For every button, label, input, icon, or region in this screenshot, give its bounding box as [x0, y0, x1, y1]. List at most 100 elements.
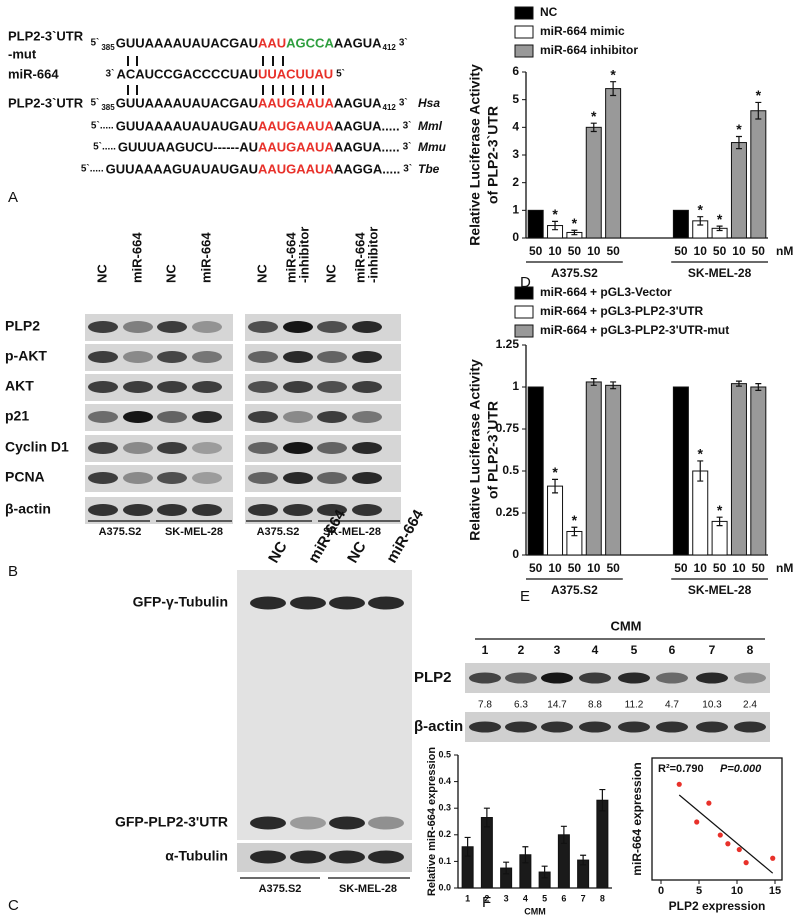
- blot-band: [329, 816, 365, 830]
- panel-label: E: [520, 588, 530, 605]
- column-label: NC: [323, 264, 338, 283]
- quantification: 11.2: [625, 700, 644, 711]
- blot-band: [283, 411, 313, 423]
- column-label: -inhibitor: [365, 227, 380, 283]
- blot-band: [541, 672, 573, 684]
- position: 385: [101, 103, 115, 112]
- blot-title: CMM: [610, 618, 641, 633]
- lane-label: 2: [518, 643, 525, 657]
- strand-end: 3`: [399, 98, 408, 109]
- blot-band: [317, 381, 347, 393]
- blot-band: [290, 596, 326, 610]
- blot-band: [88, 504, 118, 516]
- x-tick-label: 10: [732, 244, 746, 258]
- blot-band: [352, 504, 382, 516]
- bar: [596, 799, 609, 889]
- significance: *: [698, 201, 704, 217]
- bar: [480, 817, 493, 889]
- y-axis-label: Relative Luciferase Activity: [467, 64, 483, 246]
- group-label: SK-MEL-28: [165, 526, 223, 538]
- group-label: A375.S2: [99, 526, 142, 538]
- strand-end: 3`: [403, 164, 412, 175]
- legend-swatch: [514, 305, 534, 319]
- column-label: -inhibitor: [296, 227, 311, 283]
- error-bar: [560, 825, 567, 844]
- error-bar: [590, 122, 597, 133]
- plot-frame: [651, 757, 783, 881]
- blot-band: [618, 721, 650, 733]
- x-tick-label: 10: [694, 561, 708, 575]
- group-label: SK-MEL-28: [688, 266, 752, 280]
- significance: *: [572, 215, 578, 231]
- significance: *: [698, 446, 704, 462]
- y-tick-label: 0.4: [438, 776, 451, 786]
- x-tick-label: 2: [484, 893, 489, 903]
- x-tick-label: 50: [606, 561, 620, 575]
- sequence: GUUAAAAGUAUAUGAU: [106, 161, 258, 176]
- error-bar: [552, 478, 559, 494]
- blot-band: [248, 472, 278, 484]
- y-tick-label: 0.2: [438, 829, 451, 839]
- column-label: NC: [265, 539, 291, 566]
- blot-band: [123, 381, 153, 393]
- x-tick-label: 50: [606, 244, 620, 258]
- blot-background: [237, 570, 412, 840]
- sequence-label: PLP2-3`UTR: [8, 95, 84, 110]
- blot-band: [352, 472, 382, 484]
- bar: [672, 209, 689, 239]
- sequence: ACAUCCGACCCCUAU: [116, 66, 258, 81]
- y-tick-label: 0.75: [496, 421, 520, 435]
- y-tick-label: 0: [512, 230, 519, 244]
- species: Mml: [418, 119, 443, 133]
- bar: [605, 88, 622, 239]
- row-label: β-actin: [414, 718, 463, 735]
- y-tick-label: 1: [512, 379, 519, 393]
- blot-band: [352, 411, 382, 423]
- legend-label: miR-664 inhibitor: [540, 43, 638, 57]
- bar: [547, 485, 564, 556]
- blot-band: [352, 442, 382, 454]
- lane-label: 8: [747, 643, 754, 657]
- significance: *: [591, 108, 597, 124]
- x-tick-label: 10: [732, 561, 746, 575]
- column-label: miR-664: [283, 232, 298, 283]
- lane-label: 7: [709, 643, 716, 657]
- y-tick-label: 4: [512, 120, 519, 134]
- x-tick-label: 8: [600, 893, 605, 903]
- seed-region: AAUGAAUA: [258, 118, 334, 133]
- blot-band: [250, 816, 286, 830]
- y-tick-label: 0.5: [502, 463, 519, 477]
- legend-swatch: [514, 44, 534, 58]
- bar: [750, 110, 767, 239]
- legend-swatch: [514, 324, 534, 338]
- error-bar: [599, 788, 606, 812]
- column-label: NC: [344, 539, 370, 566]
- blot-band: [317, 411, 347, 423]
- point: [725, 841, 731, 847]
- position: 412: [383, 43, 397, 52]
- row-label: β-actin: [5, 501, 51, 517]
- x-tick-label: 50: [568, 561, 582, 575]
- blot-band: [469, 672, 501, 684]
- blot-band: [283, 351, 313, 363]
- blot-band: [317, 351, 347, 363]
- x-tick-label: 7: [581, 893, 586, 903]
- lane-label: 5: [631, 643, 638, 657]
- x-tick-label: 10: [548, 244, 562, 258]
- error-bar: [522, 846, 529, 864]
- error-bar: [590, 378, 597, 386]
- y-tick-label: 0.0: [438, 882, 451, 892]
- y-tick-label: 1.25: [496, 337, 520, 351]
- blot-band: [469, 721, 501, 733]
- legend-label: miR-664 + pGL3-PLP2-3'UTR: [540, 304, 704, 318]
- point: [706, 800, 712, 806]
- blot-band: [579, 721, 611, 733]
- strand-end: 5`.....: [91, 121, 114, 132]
- blot-band: [368, 850, 404, 864]
- lane-label: 4: [592, 643, 599, 657]
- y-axis-label: Relative Luciferase Activity: [467, 359, 483, 541]
- blot-band: [157, 321, 187, 333]
- blot-band: [352, 321, 382, 333]
- strand-end: 5`: [336, 69, 345, 80]
